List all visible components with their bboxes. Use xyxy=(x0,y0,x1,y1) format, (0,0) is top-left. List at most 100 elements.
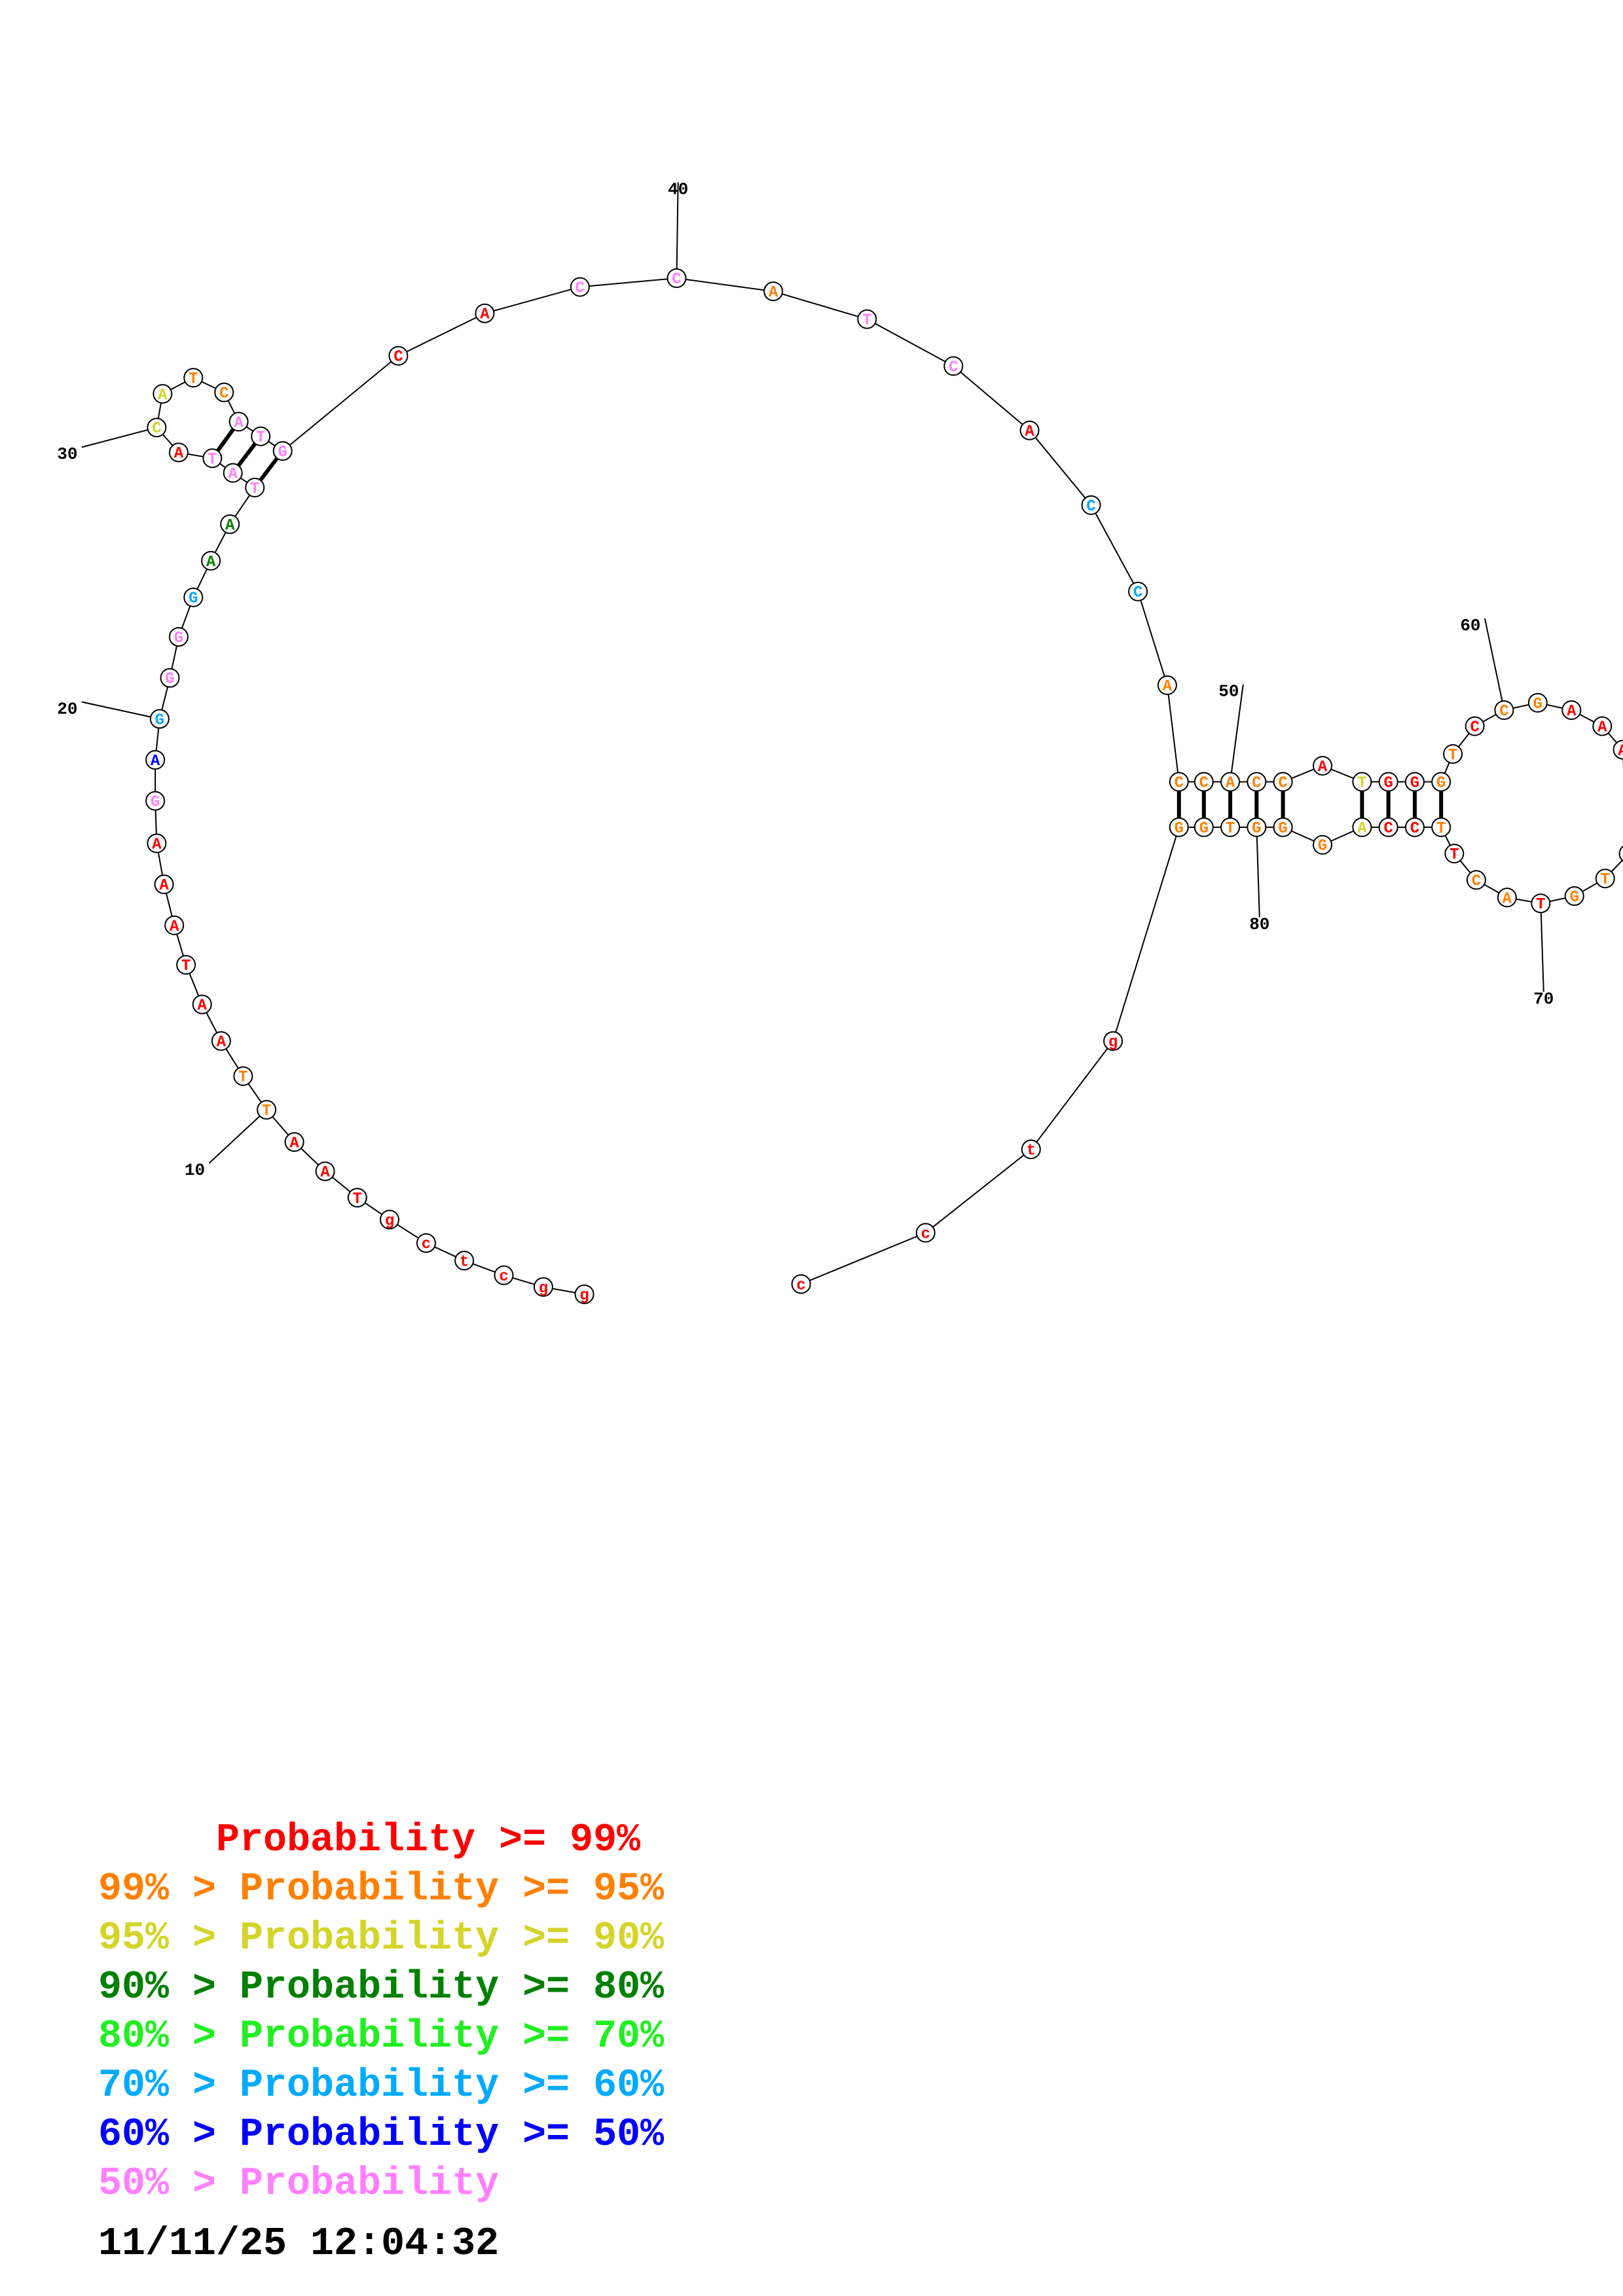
nucleotide-letter: G xyxy=(151,794,160,812)
nucleotide-letter: g xyxy=(1108,1034,1118,1052)
nucleotide: G xyxy=(1273,817,1293,838)
nucleotide: A xyxy=(192,994,212,1015)
nucleotide: C xyxy=(388,346,409,367)
nucleotide-circle xyxy=(1103,1031,1123,1051)
nucleotide-letter: G xyxy=(174,630,183,647)
nucleotide: A xyxy=(1019,420,1040,441)
nucleotide-letter: A xyxy=(170,918,179,936)
nucleotide-letter: C xyxy=(1383,820,1393,838)
backbone-segment xyxy=(676,278,774,293)
nucleotide-circle xyxy=(1444,844,1465,864)
nucleotide-letter: A xyxy=(769,284,778,302)
nucleotide-circle xyxy=(214,382,234,403)
nucleotide-circle xyxy=(145,750,166,770)
position-label: 40 xyxy=(668,179,688,199)
nucleotide: C xyxy=(214,382,234,403)
nucleotide-circle xyxy=(943,356,964,376)
nucleotide: G xyxy=(272,440,293,461)
nucleotide-circle xyxy=(1404,772,1425,792)
nucleotide-circle xyxy=(1592,716,1613,736)
position-label-tick xyxy=(1256,827,1260,918)
nucleotide-letter: T xyxy=(862,312,871,330)
nucleotide-circle xyxy=(183,587,204,607)
nucleotide: G xyxy=(1527,692,1548,713)
nucleotide-letter: T xyxy=(1448,747,1457,764)
nucleotide-circle xyxy=(223,463,243,483)
nucleotide: T xyxy=(257,1100,277,1121)
nucleotide: C xyxy=(147,418,167,438)
backbone-segment xyxy=(953,365,1030,431)
nucleotide-letter: A xyxy=(159,877,169,895)
nucleotide: t xyxy=(1021,1139,1041,1160)
nucleotide-circle xyxy=(1561,700,1582,720)
nucleotide-circle xyxy=(1352,772,1372,792)
nucleotide-circle xyxy=(153,384,173,404)
nucleotide: T xyxy=(1443,744,1463,764)
nucleotide: g xyxy=(380,1210,400,1230)
backbone-segment xyxy=(801,1232,926,1285)
nucleotide-circle xyxy=(149,709,170,729)
nucleotide-circle xyxy=(666,268,687,289)
nucleotide: A xyxy=(1561,700,1582,721)
nucleotide: G xyxy=(168,627,189,647)
nucleotide: T xyxy=(202,448,223,469)
nucleotide-circle xyxy=(1128,581,1148,601)
nucleotide-letter: A xyxy=(198,997,208,1015)
nucleotide-circle xyxy=(1431,772,1451,792)
nucleotide-circle xyxy=(1378,817,1398,837)
nucleotide: T xyxy=(1220,817,1241,838)
nucleotide-circle xyxy=(168,442,189,463)
nucleotide-letter: G xyxy=(155,711,164,729)
nucleotide-circle xyxy=(1378,772,1398,792)
nucleotide: A xyxy=(763,281,784,302)
nucleotide-circle xyxy=(160,668,180,688)
nucleotide: A xyxy=(1613,740,1623,760)
nucleotide-letter: G xyxy=(1252,820,1261,838)
nucleotide: c xyxy=(416,1233,436,1253)
nucleotide: G xyxy=(160,668,180,689)
nucleotide-circle xyxy=(1618,845,1623,862)
nucleotide-circle xyxy=(1465,716,1485,736)
nucleotide-letter: c xyxy=(921,1226,930,1244)
nucleotide-circle xyxy=(1220,772,1241,792)
timestamp: 11/11/25 12:04:32 xyxy=(98,2222,500,2267)
nucleotide-circle xyxy=(147,418,167,438)
nucleotide: C xyxy=(1169,772,1189,793)
nucleotide-circle xyxy=(251,426,271,446)
nucleotide: c xyxy=(494,1265,514,1285)
nucleotide: T xyxy=(245,477,265,498)
nucleotide-circle xyxy=(257,1100,277,1120)
position-label-tick xyxy=(81,427,157,448)
nucleotide-circle xyxy=(202,448,223,469)
nucleotide-circle xyxy=(1194,772,1214,792)
nucleotide-letter: G xyxy=(1533,696,1542,713)
nucleotide: A xyxy=(211,1031,231,1052)
nucleotide: A xyxy=(228,412,249,432)
nucleotide-letter: T xyxy=(189,370,198,388)
nucleotide: c xyxy=(915,1223,936,1244)
nucleotide-letter: G xyxy=(278,444,287,461)
nucleotide: T xyxy=(1352,772,1372,793)
nucleotide-circle xyxy=(1169,772,1189,792)
nucleotide: T xyxy=(1444,844,1465,864)
nucleotide: A xyxy=(1497,888,1517,908)
legend-row-70: 80% > Probability >= 70% xyxy=(98,2015,665,2059)
nucleotide-letter: g xyxy=(579,1287,589,1305)
nucleotide: G xyxy=(1431,772,1451,793)
nucleotide-circle xyxy=(1247,817,1267,837)
nucleotide-circle xyxy=(1194,817,1214,837)
nucleotide-letter: G xyxy=(1383,775,1393,793)
nucleotide: T xyxy=(251,426,271,447)
probability-legend: Probability >= 99% 99% > Probability >= … xyxy=(98,1816,664,2209)
nucleotide: C xyxy=(943,356,964,376)
nucleotide-letter: A xyxy=(206,554,216,571)
nucleotide-letter: A xyxy=(1226,775,1235,793)
nucleotide-letter: A xyxy=(1597,719,1607,737)
position-label: 70 xyxy=(1533,989,1554,1009)
nucleotide: T xyxy=(233,1066,253,1086)
nucleotide: A xyxy=(1220,772,1241,793)
position-label-tick xyxy=(208,1109,267,1164)
nucleotide-letter: C xyxy=(1499,703,1508,721)
nucleotide-letter: C xyxy=(949,359,958,376)
